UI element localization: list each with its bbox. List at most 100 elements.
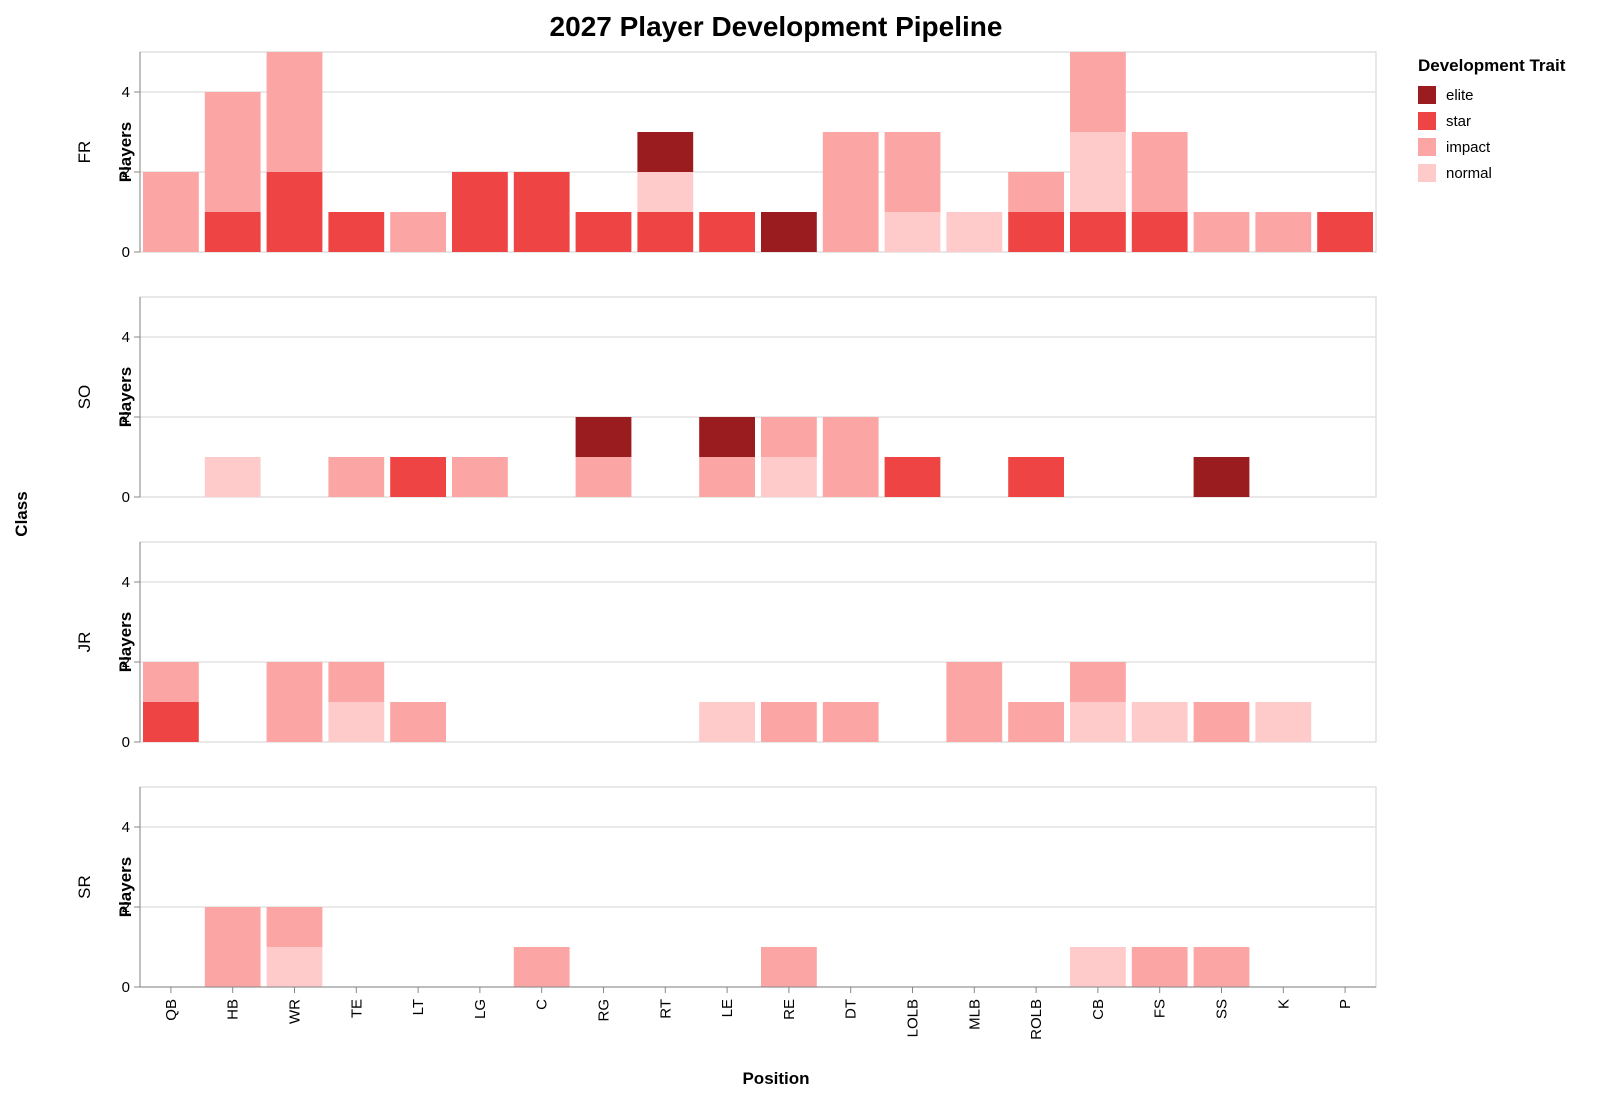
legend: Development Trait elite star impact normal — [1418, 56, 1566, 182]
bar-so-dt-impact — [822, 417, 879, 497]
bar-fr-dt-impact — [822, 132, 879, 252]
bar-so-le-elite — [699, 417, 755, 457]
bar-so-ss-elite — [1193, 457, 1250, 497]
x-axis-title: Position — [742, 1069, 809, 1088]
legend-swatch-normal — [1418, 164, 1436, 182]
y-axis-title: Players — [116, 367, 135, 428]
bar-fr-cb-star — [1070, 212, 1126, 252]
x-tick-label: TE — [348, 999, 365, 1018]
x-tick-label: WR — [287, 999, 304, 1024]
y-tick-label: 0 — [122, 734, 130, 751]
facet-label: FR — [75, 141, 94, 164]
y-tick-label: 4 — [122, 819, 130, 836]
legend-items: elite star impact normal — [1418, 86, 1492, 182]
facet-axis-title: Class — [12, 491, 31, 536]
x-tick-label: SS — [1214, 999, 1231, 1019]
bar-jr-ss-impact — [1193, 702, 1250, 742]
panel-frame — [139, 786, 1377, 988]
bar-sr-fs-impact — [1131, 947, 1188, 987]
x-tick-label: LT — [410, 999, 427, 1015]
bar-jr-le-normal — [699, 702, 755, 742]
x-tick-label: CB — [1090, 999, 1107, 1020]
y-tick-label: 2 — [122, 654, 130, 671]
x-tick-label: HB — [225, 999, 242, 1020]
bar-so-lg-impact — [452, 457, 508, 497]
y-tick-label: 4 — [122, 84, 130, 101]
facet-panel-sr: 0 2 4 Players SR — [75, 786, 1377, 996]
bar-fr-te-star — [328, 212, 385, 252]
bar-sr-cb-normal — [1070, 947, 1126, 987]
bar-fr-fs-impact — [1131, 132, 1188, 212]
bar-jr-lt-impact — [390, 702, 446, 742]
bar-fr-lolb-impact — [884, 132, 941, 212]
x-axis: QB HB WR TE LT LG C RG RT LE RE DT LOLB MLB ROLB CB FS SS… — [140, 986, 1376, 1040]
bar-so-re-impact — [761, 417, 817, 457]
bar-fr-rg-star — [575, 212, 632, 252]
bar-sr-hb-impact — [204, 907, 261, 987]
y-tick-label: 2 — [122, 164, 130, 181]
bar-fr-lolb-normal — [884, 212, 941, 252]
bar-so-lolb-star — [884, 457, 941, 497]
legend-swatch-elite — [1418, 86, 1436, 104]
bar-fr-wr-impact — [266, 52, 323, 172]
bar-so-te-impact — [328, 457, 385, 497]
bar-fr-rt-star — [637, 212, 694, 252]
bar-so-rg-impact — [575, 457, 632, 497]
x-tick-label: K — [1275, 999, 1292, 1009]
facet-panel-jr: 0 2 4 Players JR — [75, 541, 1377, 751]
bar-fr-mlb-normal — [946, 212, 1003, 252]
bar-fr-k-impact — [1255, 212, 1312, 252]
bar-so-le-impact — [699, 457, 755, 497]
x-tick-label: LOLB — [905, 999, 922, 1037]
bar-jr-qb-impact — [143, 662, 199, 702]
bar-fr-cb-impact — [1070, 52, 1126, 132]
x-tick-label: RE — [781, 999, 798, 1020]
y-tick-label: 0 — [122, 979, 130, 996]
bar-sr-ss-impact — [1193, 947, 1250, 987]
x-tick-label: DT — [843, 999, 860, 1019]
x-tick-label: LE — [719, 999, 736, 1017]
x-tick-label: RG — [596, 999, 613, 1022]
legend-label-impact: impact — [1446, 139, 1491, 156]
x-tick-label: QB — [163, 999, 180, 1021]
y-tick-label: 2 — [122, 899, 130, 916]
legend-label-elite: elite — [1446, 87, 1474, 104]
bar-jr-mlb-impact — [946, 662, 1003, 742]
legend-swatch-star — [1418, 112, 1436, 130]
facet-panel-fr: 0 2 4 Players FR — [75, 51, 1377, 261]
y-tick-label: 4 — [122, 574, 130, 591]
x-tick-label: LG — [472, 999, 489, 1019]
chart-title: 2027 Player Development Pipeline — [550, 11, 1003, 42]
facet-label: SR — [75, 875, 94, 899]
bar-so-lt-star — [390, 457, 446, 497]
bar-fr-lg-star — [452, 172, 508, 252]
x-tick-label: P — [1337, 999, 1354, 1009]
bar-fr-rt-elite — [637, 132, 694, 172]
bar-fr-rolb-star — [1008, 212, 1064, 252]
bar-jr-qb-star — [143, 702, 199, 742]
bar-fr-cb-normal — [1070, 132, 1126, 212]
legend-title: Development Trait — [1418, 56, 1566, 75]
facet-panel-so: 0 2 4 Players SO — [75, 296, 1377, 506]
y-tick-label: 2 — [122, 409, 130, 426]
bar-so-rolb-star — [1008, 457, 1064, 497]
bar-jr-te-impact — [328, 662, 385, 702]
bar-jr-te-normal — [328, 702, 385, 742]
bar-fr-wr-star — [266, 172, 323, 252]
y-tick-label: 0 — [122, 244, 130, 261]
legend-label-normal: normal — [1446, 165, 1492, 182]
bar-fr-lt-impact — [390, 212, 446, 252]
facet-label: SO — [75, 385, 94, 410]
bar-sr-wr-normal — [266, 947, 323, 987]
bar-sr-wr-impact — [266, 907, 323, 947]
panel-frame — [139, 541, 1377, 743]
bar-jr-wr-impact — [266, 662, 323, 742]
bar-fr-re-elite — [761, 212, 817, 252]
bar-fr-hb-star — [204, 212, 261, 252]
y-axis-title: Players — [116, 612, 135, 673]
bar-jr-fs-normal — [1131, 702, 1188, 742]
y-tick-label: 0 — [122, 489, 130, 506]
bar-fr-qb-impact — [143, 172, 199, 252]
bar-fr-fs-star — [1131, 212, 1188, 252]
panel-frame — [139, 296, 1377, 498]
